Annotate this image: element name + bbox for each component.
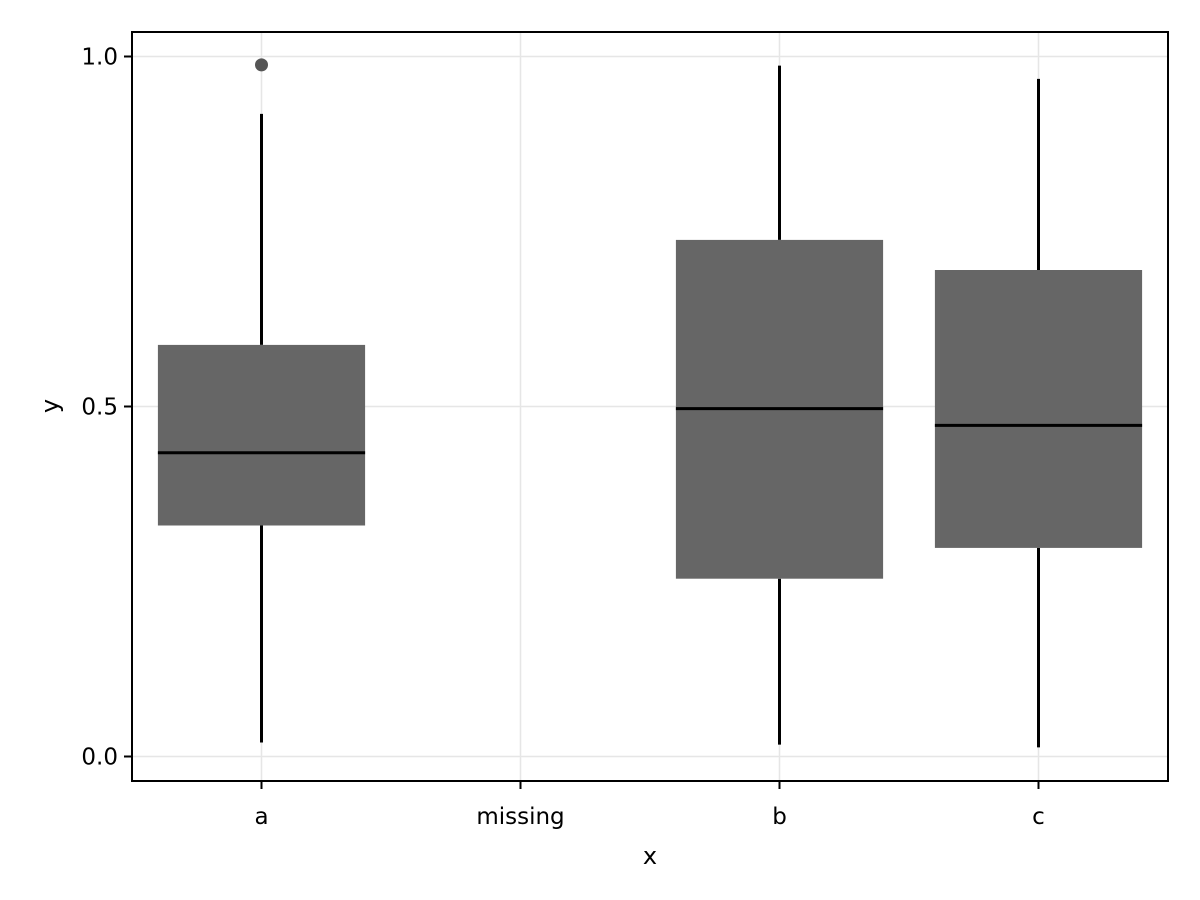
outlier-point bbox=[255, 58, 268, 72]
ticks-layer: 0.0 0.5 1.0 a missing b c bbox=[81, 45, 1044, 831]
x-tick-label: missing bbox=[476, 804, 564, 830]
box-c bbox=[934, 270, 1143, 548]
y-axis-label: y bbox=[36, 399, 64, 413]
y-tick-label: 0.0 bbox=[81, 745, 118, 771]
x-axis-label: x bbox=[643, 842, 657, 870]
x-tick-label: c bbox=[1032, 804, 1045, 830]
y-tick-label: 0.5 bbox=[81, 395, 118, 421]
y-tick-label: 1.0 bbox=[81, 45, 118, 71]
x-tick-label: b bbox=[772, 804, 787, 830]
boxes-layer bbox=[157, 58, 1143, 748]
box-a bbox=[157, 344, 366, 526]
x-tick-label: a bbox=[254, 804, 268, 830]
